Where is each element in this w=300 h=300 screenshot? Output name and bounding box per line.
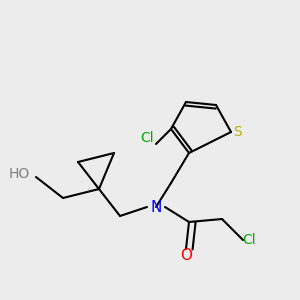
Text: Cl: Cl — [140, 131, 154, 145]
Text: HO: HO — [9, 167, 30, 181]
Text: Cl: Cl — [242, 233, 256, 247]
Text: N: N — [150, 200, 162, 214]
Text: S: S — [232, 125, 242, 139]
Text: O: O — [180, 248, 192, 262]
